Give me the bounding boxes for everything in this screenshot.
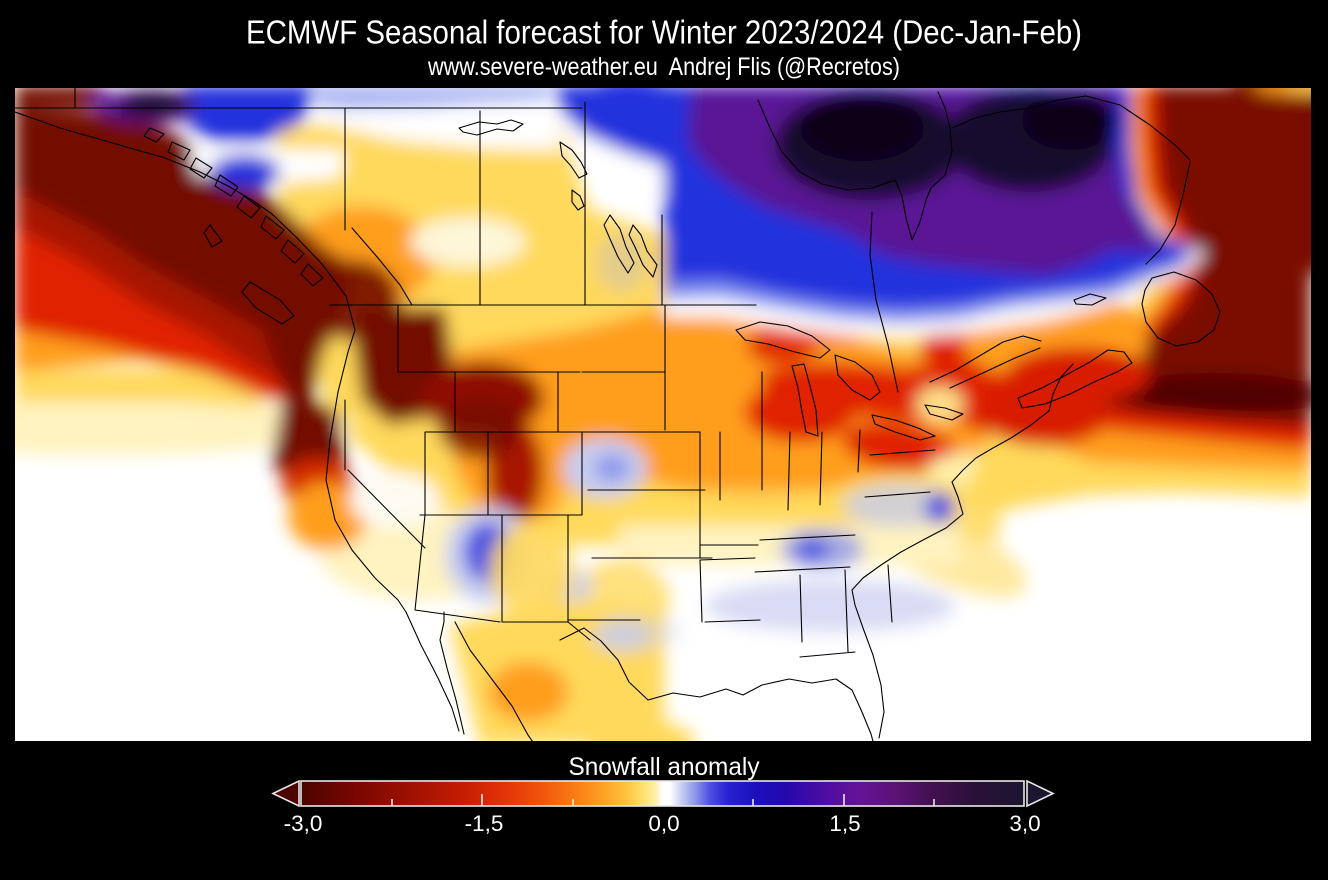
svg-text:-3,0: -3,0: [284, 811, 323, 836]
svg-text:www.severe-weather.eu Andrej: www.severe-weather.eu Andrej Flis (@Recr…: [427, 53, 900, 81]
svg-text:ECMWF Seasonal forecast for Wi: ECMWF Seasonal forecast for Winter 2023/…: [246, 14, 1082, 51]
svg-text:-1,5: -1,5: [465, 811, 504, 836]
svg-text:Snowfall anomaly: Snowfall anomaly: [569, 753, 760, 781]
svg-text:1,5: 1,5: [829, 811, 860, 836]
svg-text:0,0: 0,0: [648, 811, 679, 836]
svg-text:3,0: 3,0: [1009, 811, 1040, 836]
